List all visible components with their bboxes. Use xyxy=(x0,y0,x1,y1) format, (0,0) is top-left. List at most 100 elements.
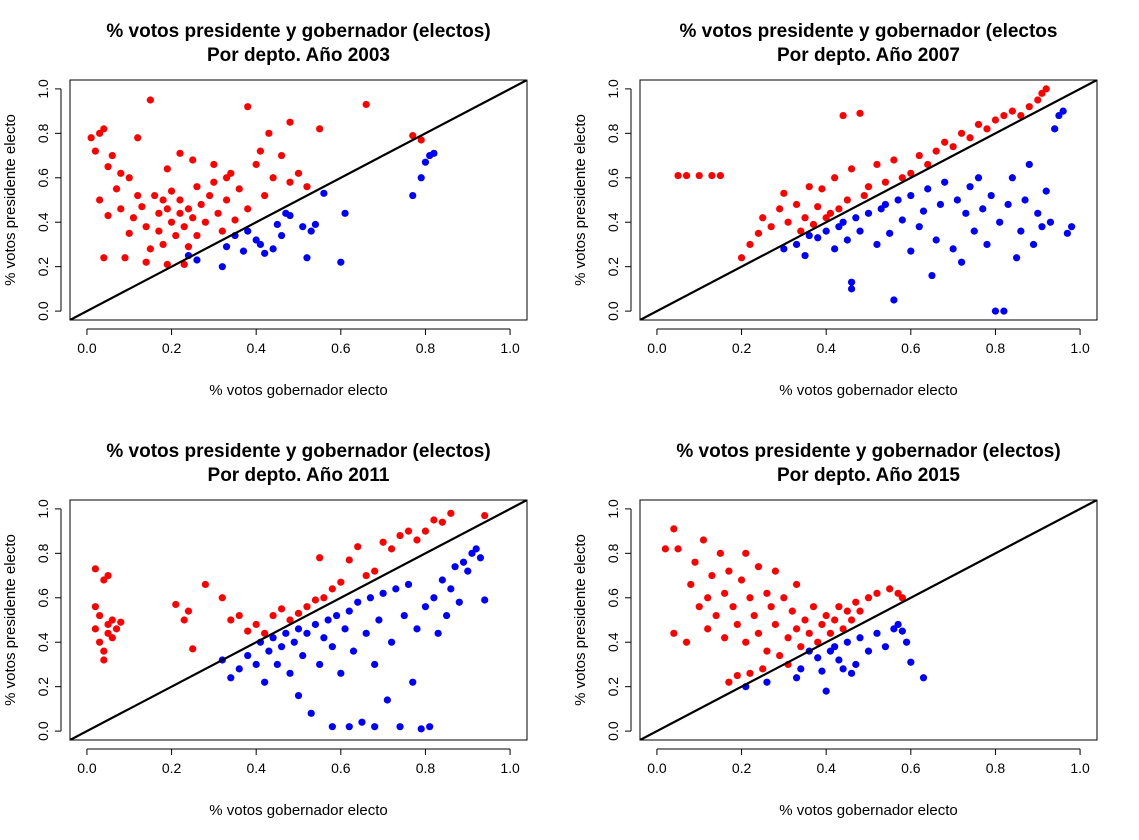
data-point xyxy=(864,209,873,217)
data-point xyxy=(894,620,902,629)
data-point xyxy=(417,725,425,733)
data-point xyxy=(316,660,324,669)
data-point xyxy=(261,191,269,200)
y-tick-label: 0.0 xyxy=(605,721,621,741)
data-point xyxy=(421,603,430,611)
data-point xyxy=(459,558,468,566)
data-point xyxy=(286,118,294,126)
data-point xyxy=(91,565,99,573)
y-tick-label: 0.8 xyxy=(605,123,621,143)
data-point xyxy=(231,216,239,224)
data-point xyxy=(112,185,121,193)
data-point xyxy=(991,116,1000,124)
data-point xyxy=(907,191,915,200)
x-tick-label: 0.4 xyxy=(816,340,836,356)
data-point xyxy=(189,645,197,653)
x-tick-label: 0.0 xyxy=(77,760,97,776)
data-point xyxy=(311,596,320,604)
data-point xyxy=(210,178,218,186)
y-axis-label: % votos presidente electo xyxy=(2,114,19,286)
data-point xyxy=(754,563,763,571)
data-point xyxy=(797,665,805,673)
data-point xyxy=(404,527,413,535)
data-point xyxy=(371,567,379,575)
data-point xyxy=(839,111,847,120)
data-point xyxy=(341,625,349,633)
data-point xyxy=(1034,209,1042,217)
data-point xyxy=(919,674,928,682)
x-tick-label: 0.4 xyxy=(246,760,266,776)
plot-frame xyxy=(639,499,1098,741)
data-point xyxy=(1068,223,1076,231)
data-point xyxy=(354,543,362,551)
plot-frame xyxy=(69,499,528,741)
data-point xyxy=(286,616,294,624)
data-point xyxy=(737,254,746,262)
data-point xyxy=(1025,160,1033,169)
data-point xyxy=(915,151,923,160)
data-point xyxy=(852,598,860,606)
data-point xyxy=(886,229,894,237)
data-point xyxy=(443,611,451,620)
data-point xyxy=(134,191,142,200)
data-point xyxy=(252,660,260,669)
data-point xyxy=(856,607,864,615)
data-point xyxy=(332,611,341,620)
data-point xyxy=(244,651,252,660)
data-point xyxy=(299,223,307,231)
data-point xyxy=(733,671,741,680)
data-point xyxy=(104,163,112,171)
reference-line xyxy=(640,80,1097,320)
data-point xyxy=(244,103,252,111)
data-point xyxy=(873,629,881,637)
data-point xyxy=(358,718,366,726)
data-point xyxy=(96,611,104,620)
data-point xyxy=(371,660,379,669)
data-point xyxy=(780,189,788,197)
data-point xyxy=(112,625,121,633)
data-point xyxy=(87,134,95,142)
data-point xyxy=(294,609,303,617)
reference-line xyxy=(70,80,527,320)
data-point xyxy=(299,651,307,660)
data-point xyxy=(831,643,839,651)
chart-panel-2: % votos presidente y gobernador (electos… xyxy=(572,21,1098,399)
data-point xyxy=(239,247,248,255)
data-point xyxy=(426,723,434,731)
data-point xyxy=(91,625,99,633)
data-point xyxy=(472,545,480,553)
data-point xyxy=(100,254,108,262)
data-point xyxy=(742,549,750,557)
data-point xyxy=(966,183,974,191)
data-point xyxy=(345,723,353,731)
data-point xyxy=(307,709,315,717)
data-point xyxy=(159,196,167,204)
data-point xyxy=(96,196,104,204)
data-point xyxy=(400,611,408,620)
data-point xyxy=(256,240,265,249)
data-point xyxy=(818,620,826,629)
data-point xyxy=(1046,218,1055,226)
data-point xyxy=(979,205,987,213)
data-point xyxy=(163,165,171,173)
data-point xyxy=(792,625,801,633)
data-point xyxy=(277,643,286,651)
series-2 xyxy=(780,107,1076,315)
data-point xyxy=(476,554,485,562)
x-tick-label: 0.2 xyxy=(732,340,752,356)
x-tick-label: 0.2 xyxy=(162,340,182,356)
data-point xyxy=(328,585,336,593)
data-point xyxy=(481,511,489,520)
data-point xyxy=(218,227,226,235)
y-tick-label: 0.2 xyxy=(605,257,621,277)
data-point xyxy=(1051,125,1059,133)
data-point xyxy=(256,147,265,155)
data-point xyxy=(847,278,856,286)
data-point xyxy=(886,585,894,593)
data-point xyxy=(303,254,311,262)
y-tick-label: 0.6 xyxy=(605,588,621,608)
data-point xyxy=(320,189,328,197)
x-tick-label: 0.0 xyxy=(647,760,667,776)
data-point xyxy=(991,307,1000,315)
x-tick-label: 0.6 xyxy=(901,340,921,356)
